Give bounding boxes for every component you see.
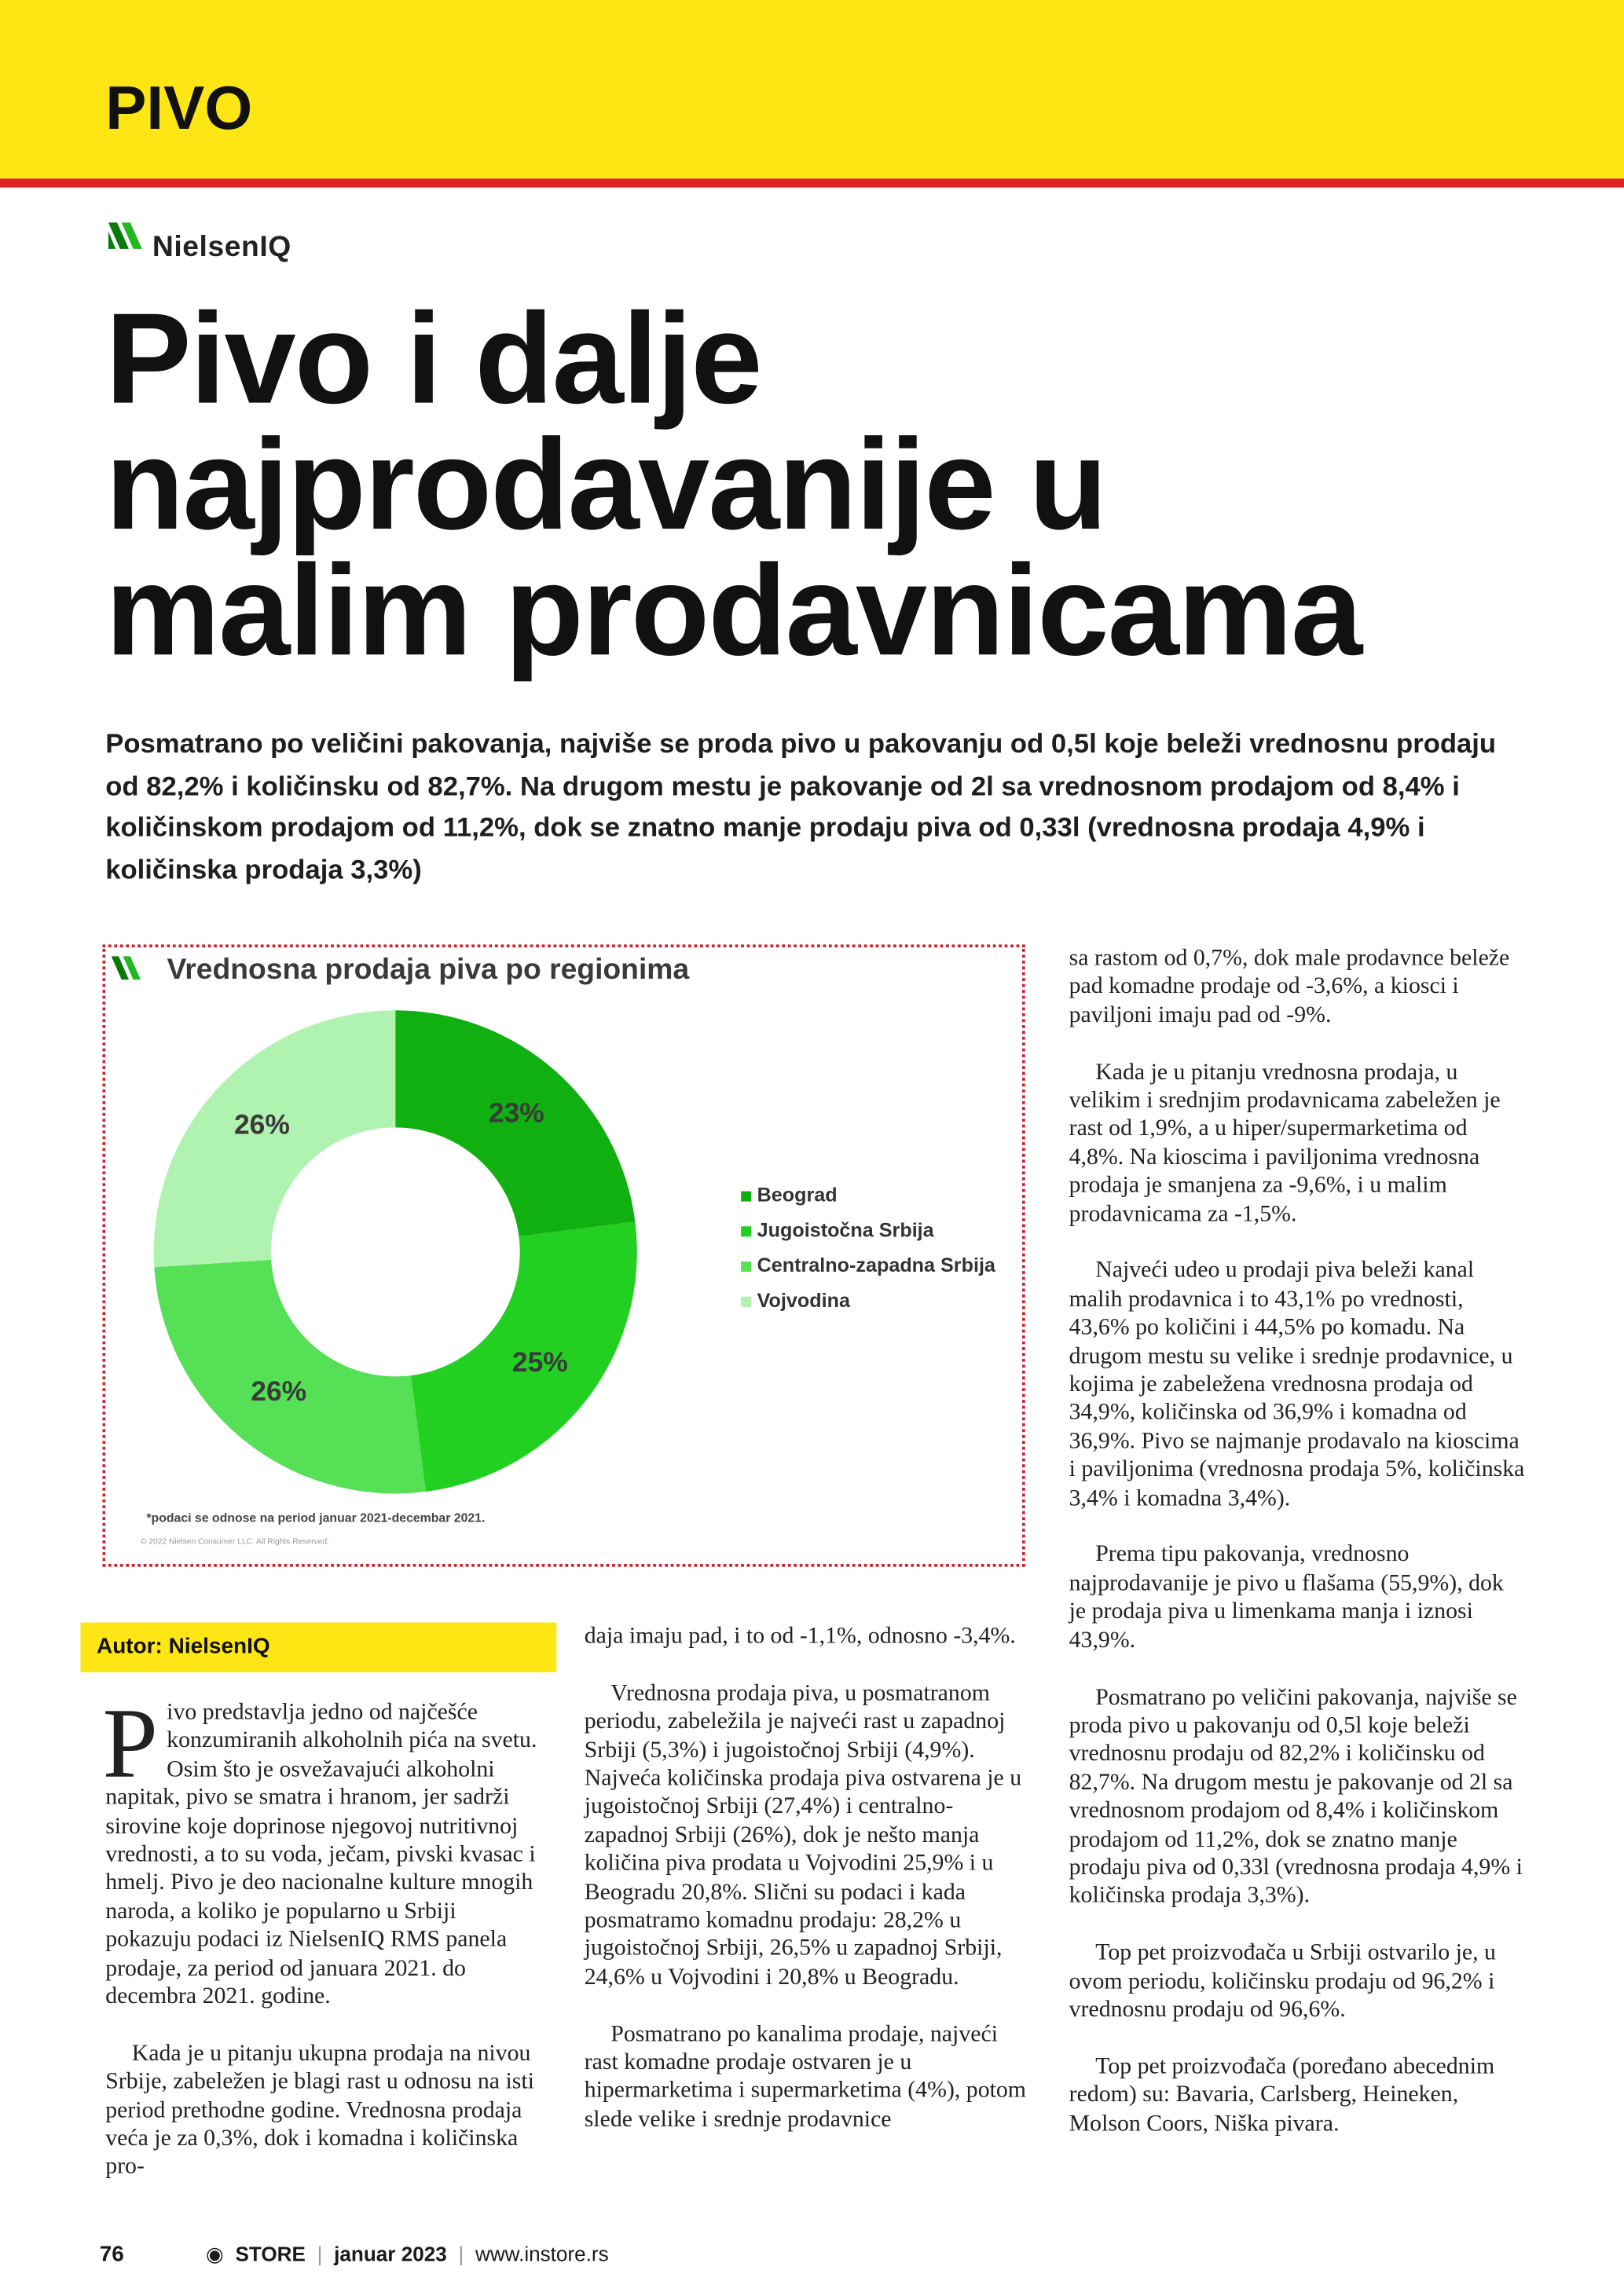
issue: januar 2023	[334, 2242, 447, 2265]
paragraph-text: Posmatrano po kanalima prodaje, najveći …	[584, 2021, 1027, 2133]
chart-logo	[111, 956, 141, 980]
headline-line: malim prodavnicama	[105, 537, 1362, 683]
legend-label: Beograd	[757, 1185, 838, 1207]
legend-swatch	[741, 1191, 752, 1202]
paragraph: Kada je u pitanju vrednosna prodaja, u v…	[1069, 1058, 1527, 1229]
paragraph: Posmatrano po kanalima prodaje, najveći …	[585, 2020, 1036, 2134]
logo-text: NielsenIQ	[152, 231, 291, 264]
paragraph-text: Najveći udeo u prodaji piva beleži kanal…	[1069, 1258, 1525, 1511]
headline-line: Pivo i dalje	[105, 285, 762, 431]
headline-line: najprodavanije u	[105, 411, 1107, 557]
paragraph: Kada je u pitanju ukupna prodaja na nivo…	[105, 2040, 544, 2182]
headline: Pivo i dalje najprodavanije u malim prod…	[105, 285, 1362, 683]
paragraph: Najveći udeo u prodaji piva beleži kanal…	[1069, 1257, 1527, 1513]
paragraph-text: sa rastom od 0,7%, dok male prodavnce be…	[1069, 946, 1510, 1028]
chart: Vrednosna prodaja piva po regionima *pod…	[111, 952, 996, 1547]
footer: 76 ◉ STORE | januar 2023 | www.instore.r…	[100, 2240, 614, 2268]
paragraph: sa rastom od 0,7%, dok male prodavnce be…	[1069, 944, 1527, 1030]
chart-copyright: © 2022 Nielsen Consumer LLC. All Rights …	[141, 1538, 329, 1547]
separator: |	[317, 2242, 323, 2265]
paragraph: Prema tipu pakovanja, vrednosno najproda…	[1069, 1541, 1527, 1655]
paragraph: Vrednosna prodaja piva, u posmatranom pe…	[585, 1679, 1036, 1992]
paragraph-text: Posmatrano po veličini pakovanja, najviš…	[1069, 1684, 1523, 1909]
header-band	[0, 0, 1624, 179]
brand-icon: ◉	[206, 2242, 224, 2265]
data-label: 26%	[234, 1109, 290, 1141]
paragraph-text: ivo predstavlja jedno od najčešće konzum…	[105, 1700, 537, 2009]
url: www.instore.rs	[475, 2242, 609, 2265]
data-label: 23%	[489, 1097, 544, 1128]
legend-label: Centralno-zapadna Srbija	[757, 1254, 996, 1276]
pie-slice	[153, 1010, 396, 1268]
paragraph-text: Kada je u pitanju ukupna prodaja na nivo…	[105, 2041, 534, 2180]
pie-slice	[411, 1221, 637, 1492]
section-label: PIVO	[105, 73, 253, 142]
legend-swatch	[741, 1262, 752, 1273]
pie-slice	[154, 1259, 426, 1494]
header-rule	[0, 178, 1624, 188]
legend-label: Jugoistočna Srbija	[757, 1219, 935, 1241]
chart-title: Vrednosna prodaja piva po regionima	[167, 952, 689, 985]
legend-swatch	[741, 1296, 752, 1307]
paragraph-text: Kada je u pitanju vrednosna prodaja, u v…	[1069, 1059, 1501, 1227]
paragraph-text: Top pet proizvođača (poređano abecednim …	[1069, 2054, 1495, 2137]
data-label: 25%	[512, 1346, 568, 1378]
text-column: sa rastom od 0,7%, dok male prodavnce be…	[1069, 944, 1527, 2166]
page-number: 76	[99, 2242, 124, 2267]
paragraph-text: Prema tipu pakovanja, vrednosno najproda…	[1069, 1542, 1504, 1653]
author-band	[80, 1622, 557, 1672]
lead-paragraph: Posmatrano po veličini pakovanja, najviš…	[105, 727, 1497, 884]
data-label: 26%	[251, 1375, 306, 1407]
paragraph-text: daja imaju pad, i to od -1,1%, odnosno -…	[584, 1624, 1016, 1650]
logo-icon	[108, 222, 142, 249]
pie-slice	[395, 1010, 636, 1237]
paragraph: Top pet proizvođača (poređano abecednim …	[1069, 2052, 1527, 2138]
chart-frame	[102, 944, 1025, 1567]
legend-label: Vojvodina	[757, 1290, 851, 1312]
brand: STORE	[235, 2242, 306, 2265]
paragraph: Posmatrano po veličini pakovanja, najviš…	[1069, 1683, 1527, 1910]
drop-cap: P	[102, 1686, 158, 1799]
legend-swatch	[741, 1226, 752, 1237]
separator: |	[458, 2242, 464, 2265]
paragraph-text: Top pet proizvođača u Srbiji ostvarilo j…	[1069, 1940, 1496, 2023]
paragraph: Top pet proizvođača u Srbiji ostvarilo j…	[1069, 1939, 1527, 2024]
author: Autor: NielsenIQ	[97, 1634, 270, 1660]
paragraph-text: Vrednosna prodaja piva, u posmatranom pe…	[584, 1680, 1022, 1990]
chart-note: *podaci se odnose na period januar 2021-…	[146, 1511, 485, 1525]
paragraph: daja imaju pad, i to od -1,1%, odnosno -…	[585, 1623, 1036, 1651]
text-column: daja imaju pad, i to od -1,1%, odnosno -…	[585, 1623, 1036, 2162]
